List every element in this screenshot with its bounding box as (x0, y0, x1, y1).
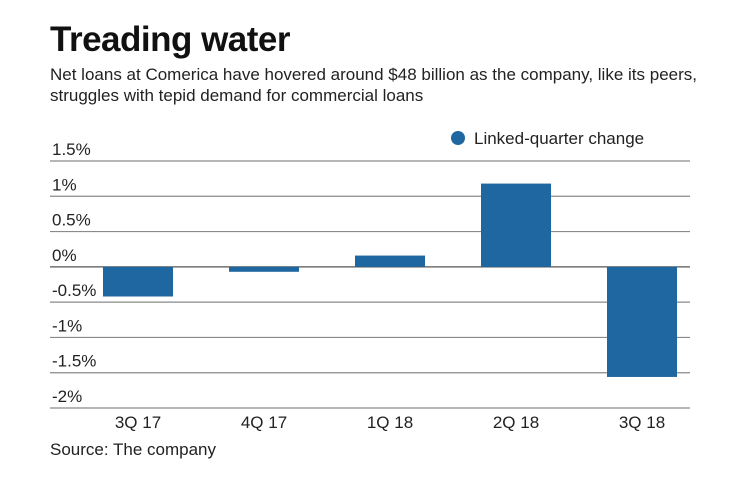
bar-3q18 (607, 266, 677, 377)
bar-1q18 (355, 255, 425, 267)
y-tick-label: 0.5% (52, 211, 91, 230)
chart-subtitle: Net loans at Comerica have hovered aroun… (50, 65, 697, 105)
y-tick-label: -1.5% (52, 352, 96, 371)
source-note: Source: The company (50, 440, 216, 459)
y-tick-label: -1% (52, 316, 82, 335)
y-tick-label: -0.5% (52, 281, 96, 300)
y-tick-label: 1% (52, 175, 77, 194)
x-tick-label: 3Q 17 (115, 413, 161, 432)
legend-marker-icon (451, 131, 465, 145)
x-tick-label: 1Q 18 (367, 413, 413, 432)
chart-title: Treading water (50, 20, 291, 59)
y-tick-label: 1.5% (52, 140, 91, 159)
y-tick-label: 0% (52, 246, 77, 265)
bar-2q18 (481, 183, 551, 267)
x-tick-label: 2Q 18 (493, 413, 539, 432)
x-tick-label: 4Q 17 (241, 413, 287, 432)
y-tick-label: -2% (52, 387, 82, 406)
x-tick-label: 3Q 18 (619, 413, 665, 432)
bar-4q17 (229, 266, 299, 272)
bar-3q17 (103, 266, 173, 297)
legend-label: Linked-quarter change (474, 129, 644, 148)
